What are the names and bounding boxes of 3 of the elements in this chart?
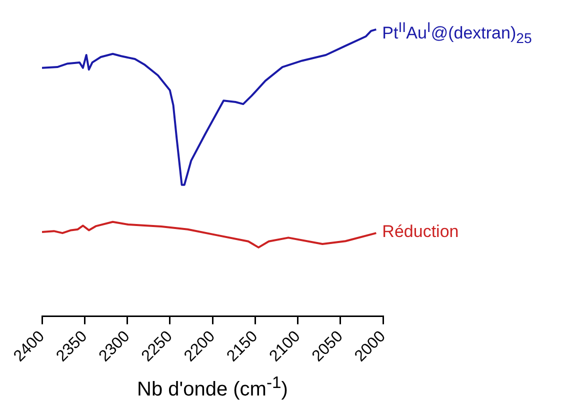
series-label: Pt$^{II}$Au$^{I}$@(dextran)$_{25}$ [382,19,532,50]
series-label: Réduction [382,222,459,242]
x-axis-title: Nb d'onde (cm$^{-1}$) [136,373,289,402]
